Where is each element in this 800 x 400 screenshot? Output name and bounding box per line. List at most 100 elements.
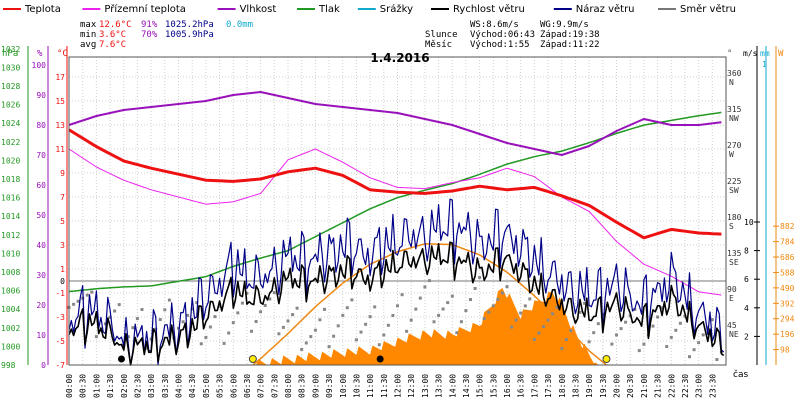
x-tick-label: 00:00 <box>65 374 74 398</box>
wind-direction-point <box>491 304 495 308</box>
wind-direction-point <box>327 345 331 349</box>
temp-tick-label: 11 <box>55 145 65 154</box>
pct-tick-label: 40 <box>36 241 46 250</box>
stats-pressure-value: 1005.9hPa <box>165 30 214 40</box>
wind-direction-point <box>701 333 705 337</box>
wind-direction-point <box>710 318 714 322</box>
wind-direction-point <box>564 338 568 341</box>
wind-direction-point <box>427 279 431 283</box>
x-tick-label: 08:30 <box>298 374 307 398</box>
wind-direction-point <box>277 332 281 336</box>
wind-direction-point <box>386 323 390 327</box>
wind-direction-point <box>514 318 518 322</box>
hpa-tick-label: 1008 <box>1 268 20 277</box>
wind-direction-point <box>656 315 660 319</box>
wind-direction-point <box>332 334 336 338</box>
wind-direction-point <box>396 304 399 308</box>
wind-direction-point <box>651 324 655 328</box>
wind-direction-point <box>377 343 381 347</box>
hpa-tick-label: 1014 <box>1 212 20 221</box>
wind-direction-point <box>437 313 441 317</box>
temp-tick-label: 15 <box>55 97 65 106</box>
dir-tick-compass: SW <box>729 186 739 195</box>
wind-direction-point <box>336 324 340 328</box>
wind-direction-point <box>715 358 719 361</box>
x-tick-label: 09:30 <box>325 374 334 398</box>
chart-title: 1.4.2016 <box>370 51 429 65</box>
wind-direction-point <box>364 322 368 326</box>
wind-direction-point <box>245 291 249 295</box>
x-tick-label: 13:00 <box>421 374 430 398</box>
wind-direction-point <box>313 328 317 332</box>
ms-tick-label: 8 <box>744 247 749 256</box>
wind-direction-point <box>108 315 112 319</box>
temp-tick-label: 7 <box>60 193 65 202</box>
wind-direction-point <box>464 309 468 313</box>
hpa-axis-unit: hPa <box>2 49 18 59</box>
wind-direction-point <box>145 346 149 350</box>
stats-panel: max 12.6°C 91% 1025.2hPa 0.0mm min 3.6°C 70% 100… <box>80 20 600 50</box>
wind-direction-point <box>560 347 564 351</box>
wm2-tick-label: 294 <box>780 315 795 324</box>
wind-direction-point <box>569 329 573 332</box>
x-tick-label: 23:30 <box>708 374 717 398</box>
ms-axis-unit: m/s <box>743 49 758 58</box>
stats-sun-label: Slunce <box>425 30 458 40</box>
dir-tick-compass: S <box>729 222 734 231</box>
wm2-tick-label: 882 <box>780 222 795 231</box>
wind-direction-point <box>414 307 418 311</box>
legend-label: Teplota <box>24 4 61 15</box>
wm2-tick-label: 686 <box>780 253 795 262</box>
hpa-tick-label: 998 <box>1 361 16 370</box>
wind-direction-point <box>213 315 217 319</box>
legend: Teplota Přízemní teplota Vlhkost Tlak Srážky… <box>3 3 736 15</box>
series-vlhkost-line <box>68 91 722 156</box>
x-tick-label: 11:00 <box>366 374 375 398</box>
wind-direction-point <box>259 310 263 314</box>
x-tick-label: 08:00 <box>284 374 293 398</box>
wind-direction-point <box>446 301 450 305</box>
pct-tick-label: 60 <box>36 181 46 190</box>
x-tick-label: 06:00 <box>229 374 238 398</box>
stats-sunrise: Východ:06:43 <box>470 30 535 40</box>
pct-axis-unit: % <box>37 49 43 59</box>
x-tick-label: 18:30 <box>571 374 580 398</box>
wind-direction-point <box>359 330 363 334</box>
plot-frame <box>68 56 727 366</box>
wind-direction-point <box>286 319 290 323</box>
wind-direction-point <box>272 291 276 295</box>
hpa-tick-label: 1000 <box>1 342 20 351</box>
stats-row-label: avg <box>80 40 96 50</box>
wind-direction-point <box>368 315 372 319</box>
x-tick-label: 07:30 <box>270 374 279 398</box>
dir-tick-degrees: 270 <box>727 141 742 150</box>
hpa-tick-label: 1028 <box>1 82 20 91</box>
wind-direction-point <box>519 311 523 315</box>
wind-direction-point <box>85 293 89 297</box>
pct-tick-label: 90 <box>36 91 46 100</box>
sun-moon-markers <box>117 355 611 363</box>
x-tick-label: 20:00 <box>613 374 622 398</box>
wind-direction-point <box>218 304 222 308</box>
wind-direction-point <box>405 329 409 333</box>
wind-direction-point <box>104 322 107 326</box>
wind-direction-point <box>441 307 445 311</box>
stats-rain-value: 0.0mm <box>226 20 253 30</box>
hpa-tick-label: 1012 <box>1 231 20 240</box>
wind-direction-point <box>665 345 669 348</box>
temp-tick-label: 17 <box>55 73 65 82</box>
legend-label: Vlhkost <box>240 4 277 15</box>
wm2-tick-label: 588 <box>780 268 795 277</box>
wind-direction-point <box>551 312 555 316</box>
stats-temp-value: 12.6°C <box>99 20 132 30</box>
hpa-tick-label: 1026 <box>1 101 20 110</box>
dir-tick-degrees: 225 <box>727 177 742 186</box>
wm2-tick-label: 784 <box>780 238 795 247</box>
wm2-tick-label: 392 <box>780 299 795 308</box>
x-tick-label: 17:00 <box>530 374 539 398</box>
wind-direction-point <box>610 342 614 346</box>
wind-direction-point <box>400 293 404 297</box>
wind-direction-point <box>318 318 322 322</box>
wind-direction-point <box>674 328 678 332</box>
